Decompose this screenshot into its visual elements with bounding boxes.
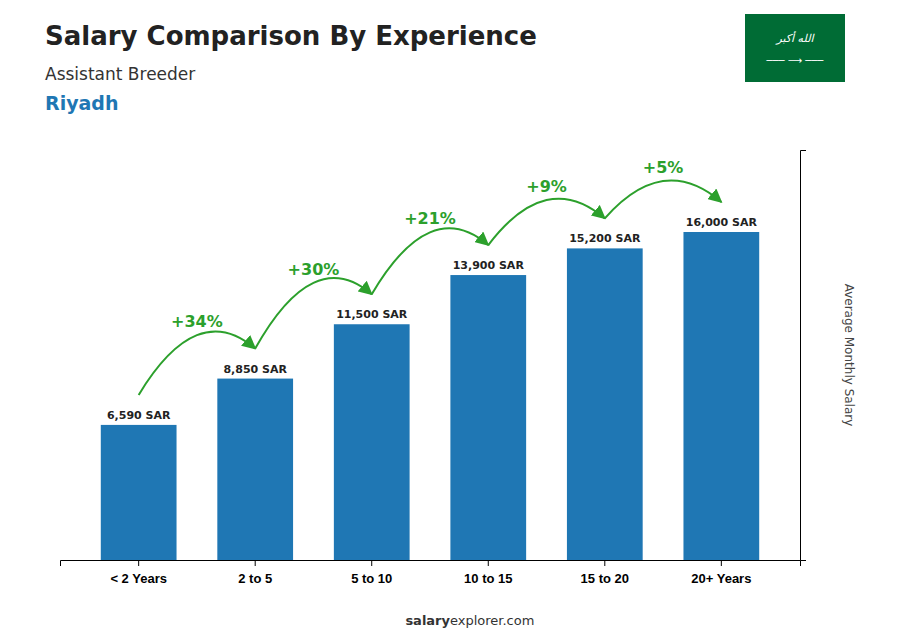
- flag-text: الله أكبر: [774, 31, 815, 45]
- flag: الله أكبر ─── ⟶ ───: [745, 14, 845, 82]
- y-axis-line: [801, 151, 807, 561]
- x-tick: 15 to 20: [581, 560, 629, 586]
- x-tick-mark: [721, 560, 722, 566]
- growth-annotations: +34% +30% +21% +9% +5%: [139, 158, 722, 395]
- x-tick-mark: [138, 560, 139, 566]
- y-axis-title: Average Monthly Salary: [842, 284, 856, 427]
- y-axis: [801, 151, 807, 561]
- chart-svg: < 2 Years 2 to 5 5 to 10 10 to 15 15 to 20 20…: [0, 0, 900, 641]
- growth-label: +9%: [526, 177, 567, 196]
- x-tick-mark: [255, 560, 256, 566]
- data-label: 15,200 SAR: [569, 232, 641, 245]
- bar: [217, 379, 293, 560]
- growth-label: +21%: [404, 209, 456, 228]
- data-label: 13,900 SAR: [453, 259, 525, 272]
- x-tick-label: 2 to 5: [238, 571, 272, 586]
- x-tick: 5 to 10: [351, 560, 392, 586]
- x-tick: 20+ Years: [691, 560, 751, 586]
- bar: [450, 275, 526, 560]
- x-tick-label: 15 to 20: [581, 571, 629, 586]
- data-label: 8,850 SAR: [223, 363, 287, 376]
- x-tick-mark: [371, 560, 372, 566]
- x-tick-label: 20+ Years: [691, 571, 751, 586]
- x-tick-mark: [488, 560, 489, 566]
- growth-label: +5%: [643, 158, 684, 177]
- x-tick-label: 10 to 15: [464, 571, 512, 586]
- growth-arrow: [255, 278, 372, 349]
- bar: [334, 324, 410, 560]
- data-label: 16,000 SAR: [686, 216, 758, 229]
- flag-emblem: ─── ⟶ ───: [766, 55, 825, 66]
- city: Riyadh: [45, 92, 118, 114]
- footer-normal: explorer.com: [450, 613, 534, 628]
- x-tick: < 2 Years: [110, 560, 167, 586]
- x-tick-label: 5 to 10: [351, 571, 392, 586]
- x-tick: 10 to 15: [464, 560, 512, 586]
- chart-container: < 2 Years 2 to 5 5 to 10 10 to 15 15 to 20 20…: [0, 0, 900, 641]
- x-tick-mark: [604, 560, 605, 566]
- growth-arrow: [605, 181, 722, 219]
- growth-arrow: [488, 199, 605, 245]
- growth-arrow: [139, 331, 256, 394]
- data-label: 6,590 SAR: [107, 409, 171, 422]
- bars: [101, 232, 759, 560]
- growth-label: +34%: [171, 312, 223, 331]
- growth-label: +30%: [288, 260, 340, 279]
- x-tick-label: < 2 Years: [110, 571, 167, 586]
- subtitle: Assistant Breeder: [45, 64, 195, 84]
- flag-box: [745, 14, 845, 82]
- footer-bold: salary: [405, 613, 450, 628]
- data-labels: 6,590 SAR 8,850 SAR 11,500 SAR 13,900 SAR 15…: [107, 216, 758, 422]
- bar: [101, 425, 177, 560]
- bar: [683, 232, 759, 560]
- x-axis: < 2 Years 2 to 5 5 to 10 10 to 15 15 to 20 20…: [61, 560, 801, 586]
- bar: [567, 248, 643, 560]
- growth-arrow: [372, 228, 489, 294]
- x-axis-line: [61, 561, 801, 567]
- title: Salary Comparison By Experience: [45, 21, 537, 51]
- x-tick: 2 to 5: [238, 560, 272, 586]
- data-label: 11,500 SAR: [336, 308, 408, 321]
